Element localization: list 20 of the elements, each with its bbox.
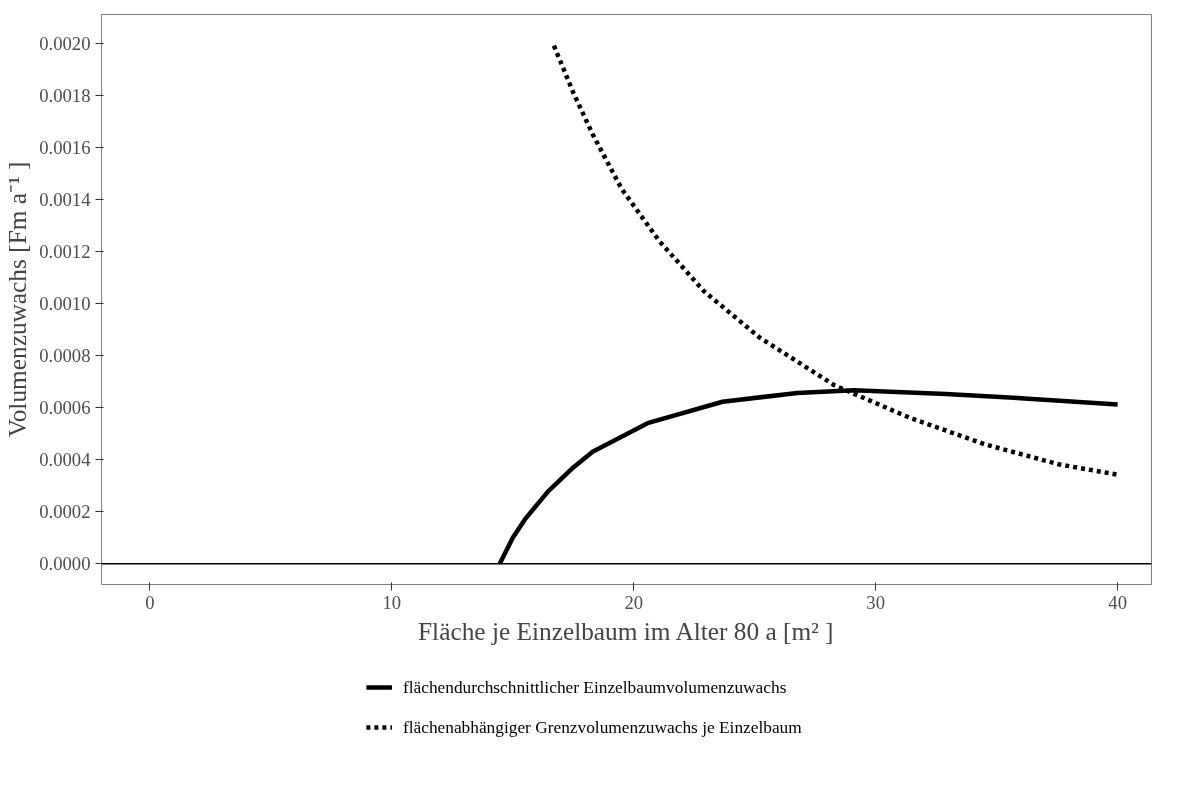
legend-label: flächenabhängiger Grenzvolumenzuwachs je Einzelbaum (402, 718, 803, 737)
y-tick-label: 0.0010 (39, 292, 91, 314)
x-tick-label: 40 (1108, 591, 1127, 613)
y-tick-label: 0.0008 (39, 344, 91, 366)
x-tick-label: 10 (382, 591, 402, 613)
y-tick-label: 0.0004 (39, 449, 92, 471)
y-tick-label: 0.0018 (39, 84, 91, 106)
x-tick-label: 30 (866, 591, 886, 613)
x-tick-label: 20 (624, 591, 644, 613)
y-tick-label: 0.0020 (39, 32, 91, 54)
y-tick-label: 0.0016 (39, 136, 91, 158)
y-tick-label: 0.0006 (39, 397, 91, 419)
y-tick-label: 0.0000 (39, 553, 91, 575)
y-tick-label: 0.0002 (39, 501, 91, 523)
y-tick-label: 0.0014 (39, 188, 92, 210)
y-tick-label: 0.0012 (39, 240, 91, 262)
y-axis-title: Volumenzuwachs [Fm a⁻¹ ] (3, 161, 32, 438)
x-tick-label: 0 (145, 591, 155, 613)
x-axis-title: Fläche je Einzelbaum im Alter 80 a [m² ] (418, 616, 834, 645)
legend-label: flächendurchschnittlicher Einzelbaumvolumenzuwachs (402, 678, 787, 697)
